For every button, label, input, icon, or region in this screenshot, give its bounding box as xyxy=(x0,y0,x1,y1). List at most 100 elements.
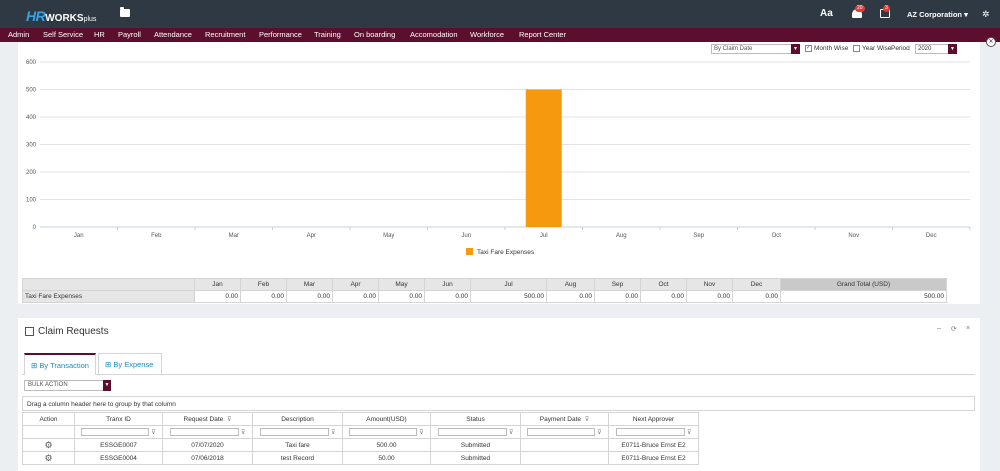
grid-cell: E0711-Bruce Ernst E2 xyxy=(608,451,699,465)
filter-icon[interactable]: ⊽ xyxy=(227,416,232,423)
row-action-gear-icon[interactable]: ⚙ xyxy=(22,438,75,452)
row-action-gear-icon[interactable]: ⚙ xyxy=(22,451,75,465)
column-label: Next Approver xyxy=(632,415,675,423)
close-icon[interactable]: × xyxy=(966,325,971,332)
y-tick-label: 600 xyxy=(26,60,37,66)
menu-item-admin[interactable]: Admin xyxy=(8,30,30,39)
filter-icon[interactable]: ⊽ xyxy=(509,429,514,436)
summary-month-header[interactable]: Aug xyxy=(546,278,595,291)
claim-date-select[interactable]: By Claim Date ▼ xyxy=(711,44,800,54)
menu-item-on-boarding[interactable]: On boarding xyxy=(354,30,396,39)
bell-icon[interactable]: 20 xyxy=(851,5,865,19)
filter-icon[interactable]: ⊽ xyxy=(419,429,424,436)
filter-input[interactable] xyxy=(349,428,418,436)
menu-item-performance[interactable]: Performance xyxy=(259,30,302,39)
app-logo[interactable]: HRWORKSplus xyxy=(26,8,96,24)
grid-column-header[interactable]: Request Date ⊽ xyxy=(162,412,253,426)
minimize-icon[interactable]: – xyxy=(937,325,941,332)
filter-input[interactable] xyxy=(259,428,329,436)
x-tick-label: May xyxy=(383,233,394,239)
summary-month-header[interactable]: Feb xyxy=(240,278,287,291)
calendar-icon[interactable]: 3 xyxy=(879,5,891,19)
folder-icon[interactable] xyxy=(120,7,130,17)
summary-month-header[interactable]: Jan xyxy=(194,278,241,291)
summary-month-header[interactable]: Jul xyxy=(470,278,547,291)
menu-item-recruitment[interactable]: Recruitment xyxy=(205,30,246,39)
grid-column-header[interactable]: Tranx ID xyxy=(74,412,163,426)
period-label: Period xyxy=(891,45,910,52)
window-icon xyxy=(25,327,34,336)
table-row[interactable]: ⚙ ESSGE0004 07/06/2018 test Record 50.00 Subm… xyxy=(22,451,699,465)
period-select[interactable]: 2020 ▼ xyxy=(915,44,957,54)
summary-month-header[interactable]: May xyxy=(378,278,425,291)
bulk-action-select[interactable]: BULK ACTION ▼ xyxy=(24,380,111,391)
filter-input[interactable] xyxy=(81,428,150,436)
menu-item-accomodation[interactable]: Accomodation xyxy=(410,30,458,39)
year-wise-checkbox[interactable] xyxy=(853,45,860,52)
y-tick-label: 200 xyxy=(26,170,37,176)
tab-icon: ⊞ xyxy=(31,361,40,370)
summary-value: 500.00 xyxy=(470,290,547,303)
company-selector[interactable]: AZ Corporation ▾ xyxy=(907,10,968,19)
settings-icon[interactable]: ✲ xyxy=(982,9,990,19)
menu-item-training[interactable]: Training xyxy=(314,30,341,39)
year-wise-label: Year Wise xyxy=(862,45,892,52)
filter-icon[interactable]: ⊽ xyxy=(331,429,336,436)
summary-month-header[interactable]: Mar xyxy=(286,278,333,291)
menu-item-attendance[interactable]: Attendance xyxy=(154,30,192,39)
filter-icon[interactable]: ⊽ xyxy=(597,429,602,436)
grid-cell: 07/07/2020 xyxy=(162,438,253,452)
column-label: Amount(USD) xyxy=(366,415,407,423)
summary-month-header[interactable]: Apr xyxy=(332,278,379,291)
grid-column-header[interactable]: Amount(USD) xyxy=(342,412,431,426)
filter-icon[interactable]: ⊽ xyxy=(151,429,156,436)
grid-column-header[interactable]: Status xyxy=(430,412,521,426)
grid-column-header[interactable]: Next Approver xyxy=(608,412,699,426)
filter-input[interactable] xyxy=(169,428,239,436)
claims-title: Claim Requests xyxy=(38,326,109,337)
summary-value: 0.00 xyxy=(732,290,781,303)
filter-icon[interactable]: ⊽ xyxy=(241,429,246,436)
tab-by-expense[interactable]: ⊞ By Expense xyxy=(98,353,162,375)
filter-icon[interactable]: ⊽ xyxy=(584,416,590,423)
summary-month-header[interactable]: Jun xyxy=(424,278,471,291)
filter-input[interactable] xyxy=(527,428,596,436)
claims-grid: Action Tranx ID Request Date ⊽ Description A… xyxy=(22,412,699,465)
menu-item-payroll[interactable]: Payroll xyxy=(118,30,141,39)
menu-item-report-center[interactable]: Report Center xyxy=(519,30,567,39)
logo-plus: plus xyxy=(83,16,97,23)
y-tick-label: 500 xyxy=(26,88,37,94)
x-tick-label: Jul xyxy=(540,233,548,239)
grid-column-header[interactable]: Action xyxy=(22,412,75,426)
menu-item-self-service[interactable]: Self Service xyxy=(43,30,84,39)
summary-month-header[interactable]: Dec xyxy=(732,278,781,291)
pin-icon[interactable]: ✕ xyxy=(986,37,996,47)
summary-month-header[interactable]: Nov xyxy=(686,278,733,291)
refresh-icon[interactable]: ⟳ xyxy=(951,326,957,333)
group-drop-area[interactable]: Drag a column header here to group by th… xyxy=(22,396,975,411)
summary-month-header[interactable]: Oct xyxy=(640,278,687,291)
grid-column-header[interactable]: Payment Date ⊽ xyxy=(520,412,609,426)
filter-icon[interactable]: ⊽ xyxy=(687,429,692,436)
summary-month-header[interactable]: Sep xyxy=(594,278,641,291)
column-label: Request Date xyxy=(183,415,224,423)
filter-input[interactable] xyxy=(615,428,685,436)
menu-item-hr[interactable]: HR xyxy=(94,30,105,39)
grid-column-header[interactable]: Description xyxy=(252,412,343,426)
x-tick-label: Nov xyxy=(848,233,859,239)
chart-panel xyxy=(18,42,980,304)
filter-input[interactable] xyxy=(437,428,507,436)
month-wise-checkbox[interactable]: ✓ xyxy=(805,45,812,52)
font-size-icon[interactable]: Aa xyxy=(820,8,833,19)
filter-cell: ⊽ xyxy=(520,425,609,439)
grid-header-row: Action Tranx ID Request Date ⊽ Description A… xyxy=(22,412,699,426)
tab-label: By Expense xyxy=(113,360,154,369)
tab-by-transaction[interactable]: ⊞ By Transaction xyxy=(24,353,96,375)
menu-item-workforce[interactable]: Workforce xyxy=(470,30,505,39)
chevron-down-icon: ▼ xyxy=(103,380,111,391)
x-tick-label: Oct xyxy=(772,233,782,239)
summary-grand-total-header[interactable]: Grand Total (USD) xyxy=(780,278,947,291)
bar-chart: 0 100 200 300 400 500 600 Jan Feb Mar Apr May Jun Jul… xyxy=(26,60,971,256)
x-tick-label: Sep xyxy=(693,233,704,239)
table-row[interactable]: ⚙ ESSGE0007 07/07/2020 Taxi fare 500.00 Submi… xyxy=(22,438,699,452)
